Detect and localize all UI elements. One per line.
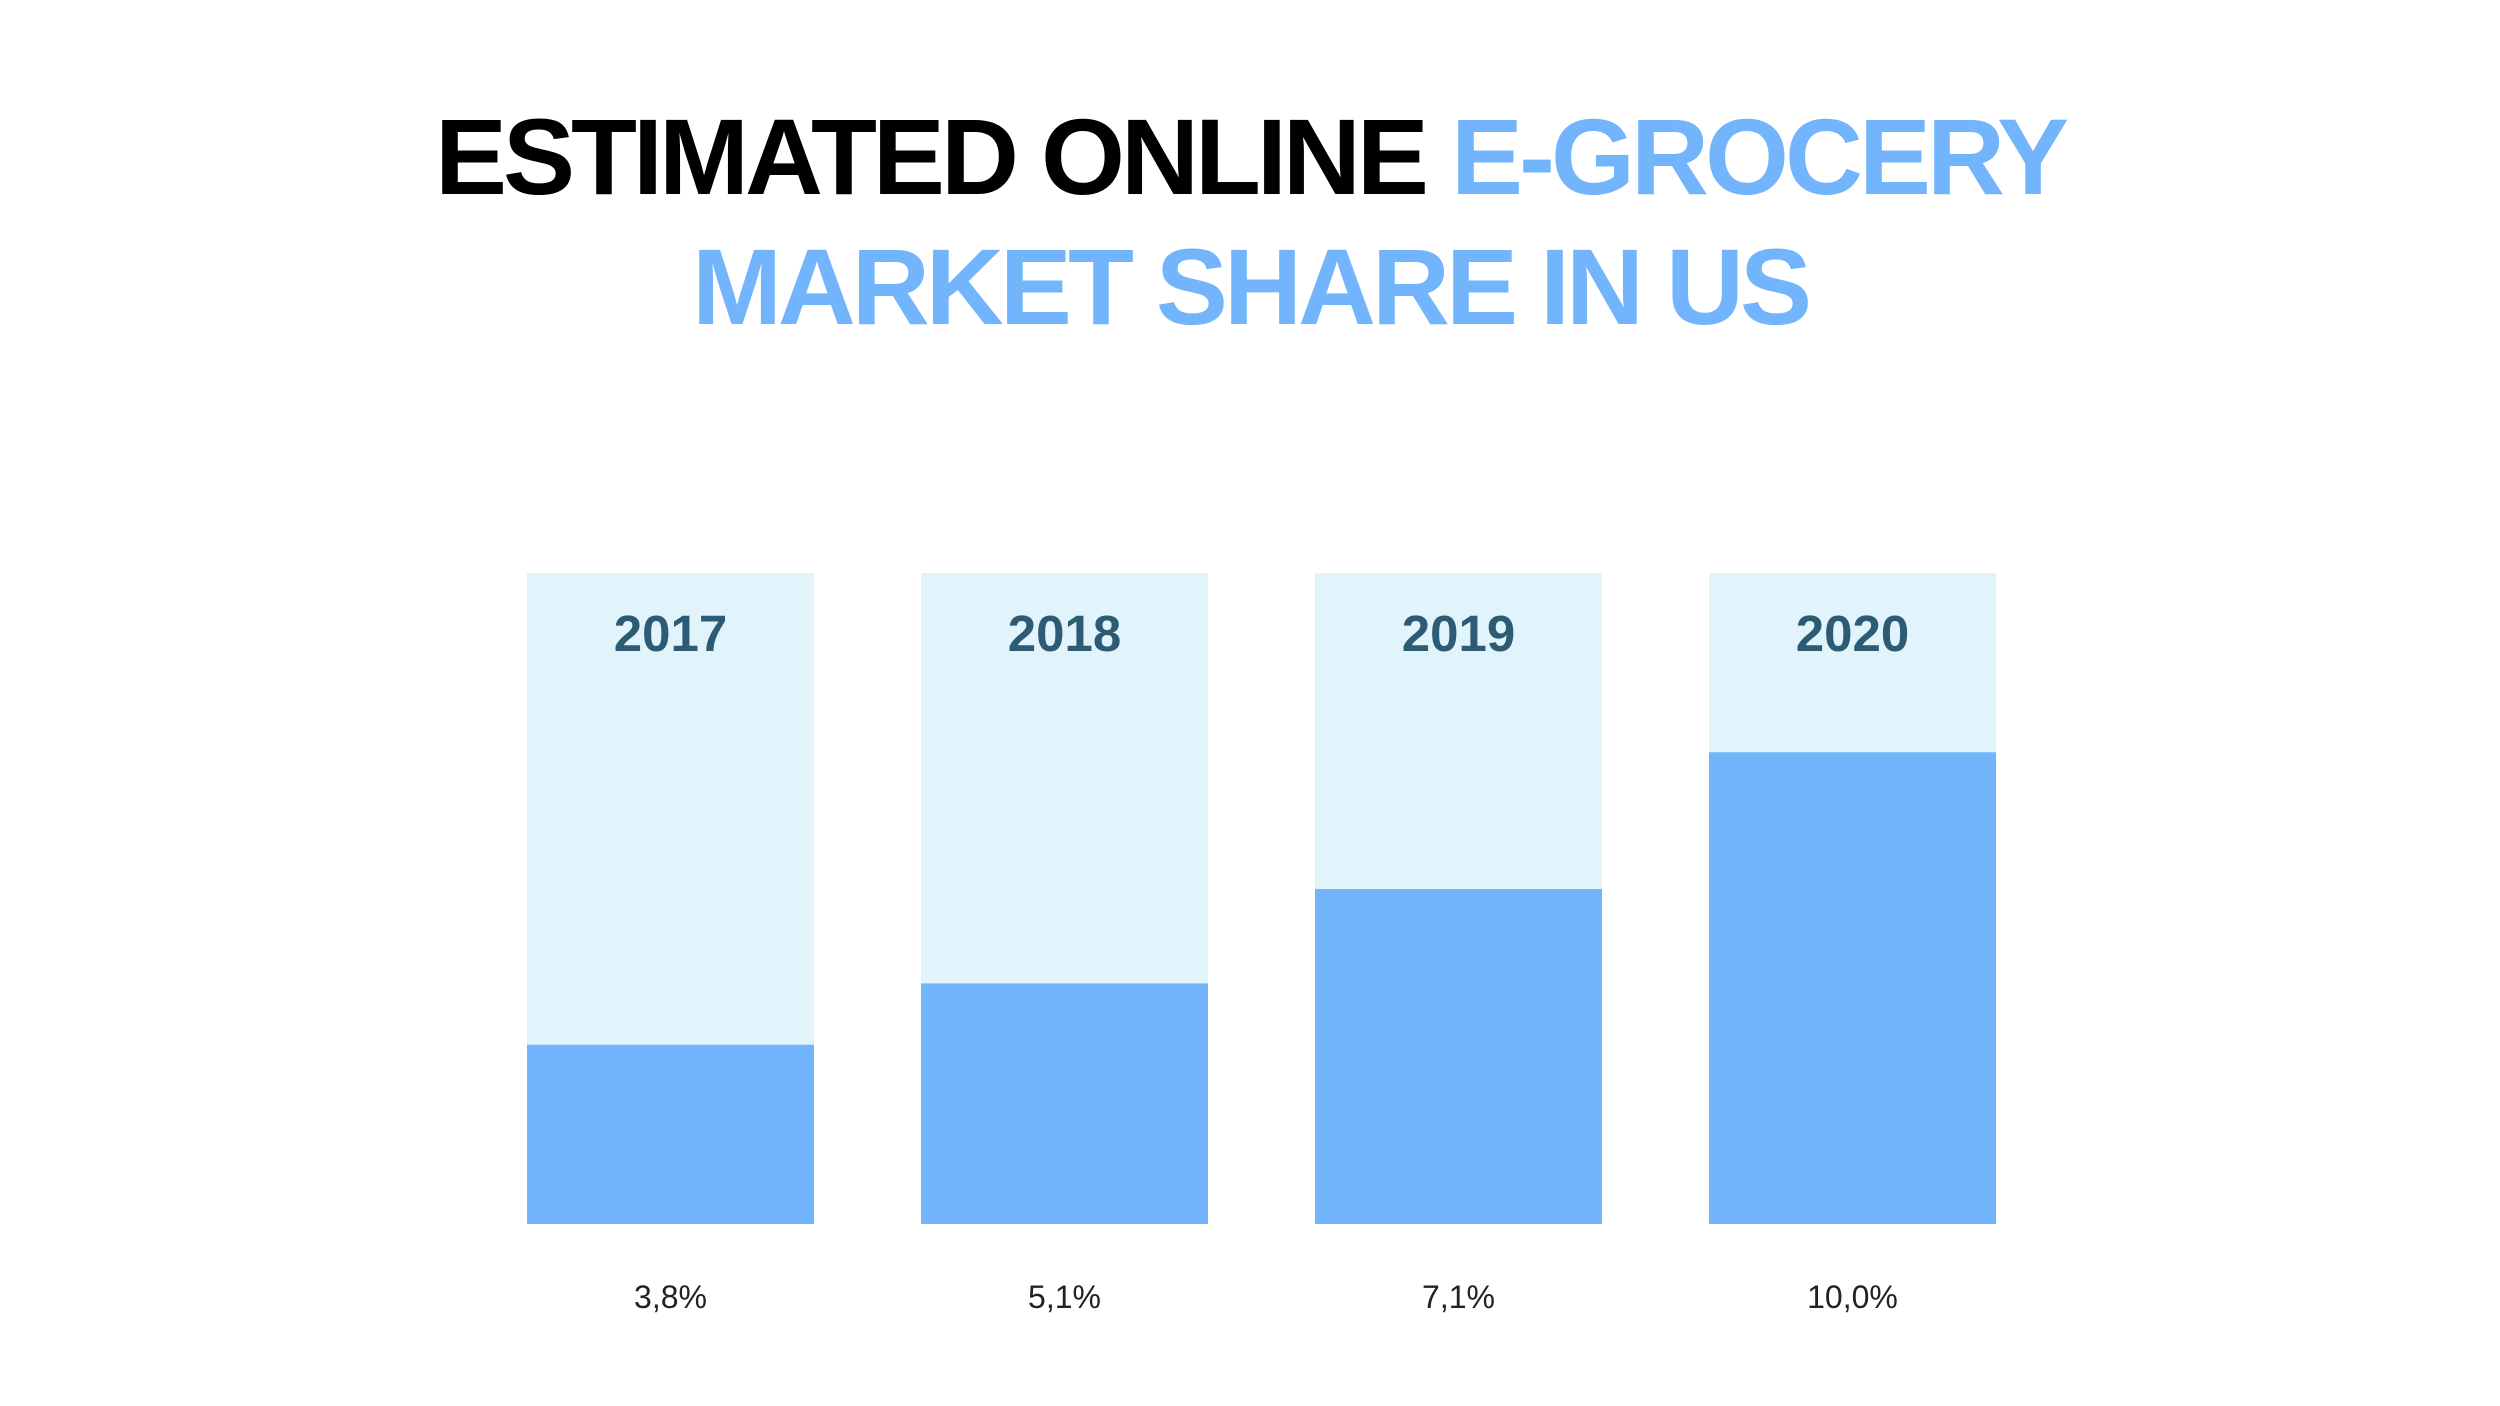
value-label-2020: 10,0%	[1807, 1279, 1898, 1315]
category-label-2017: 2017	[614, 605, 727, 662]
chart-title: ESTIMATED ONLINE E-GROCERY MARKET SHARE …	[0, 92, 2500, 352]
value-label-2017: 3,8%	[634, 1279, 707, 1315]
bar-2017	[527, 1044, 814, 1224]
title-part-dark: ESTIMATED ONLINE	[434, 96, 1451, 217]
bar-2018	[921, 983, 1208, 1224]
bars-layer: 2017 3,8% 2018 5,1% 2019 7,1% 2020 10,0%	[527, 573, 1996, 1315]
bar-2019	[1315, 889, 1602, 1224]
value-label-2018: 5,1%	[1028, 1279, 1101, 1315]
category-label-2019: 2019	[1402, 605, 1515, 662]
category-label-2018: 2018	[1008, 605, 1121, 662]
title-part-accent: E-GROCERY	[1450, 96, 2069, 217]
bar-2020	[1709, 752, 1996, 1224]
value-label-2019: 7,1%	[1422, 1279, 1495, 1315]
category-label-2020: 2020	[1796, 605, 1909, 662]
title-line-2: MARKET SHARE IN US	[691, 226, 1812, 347]
